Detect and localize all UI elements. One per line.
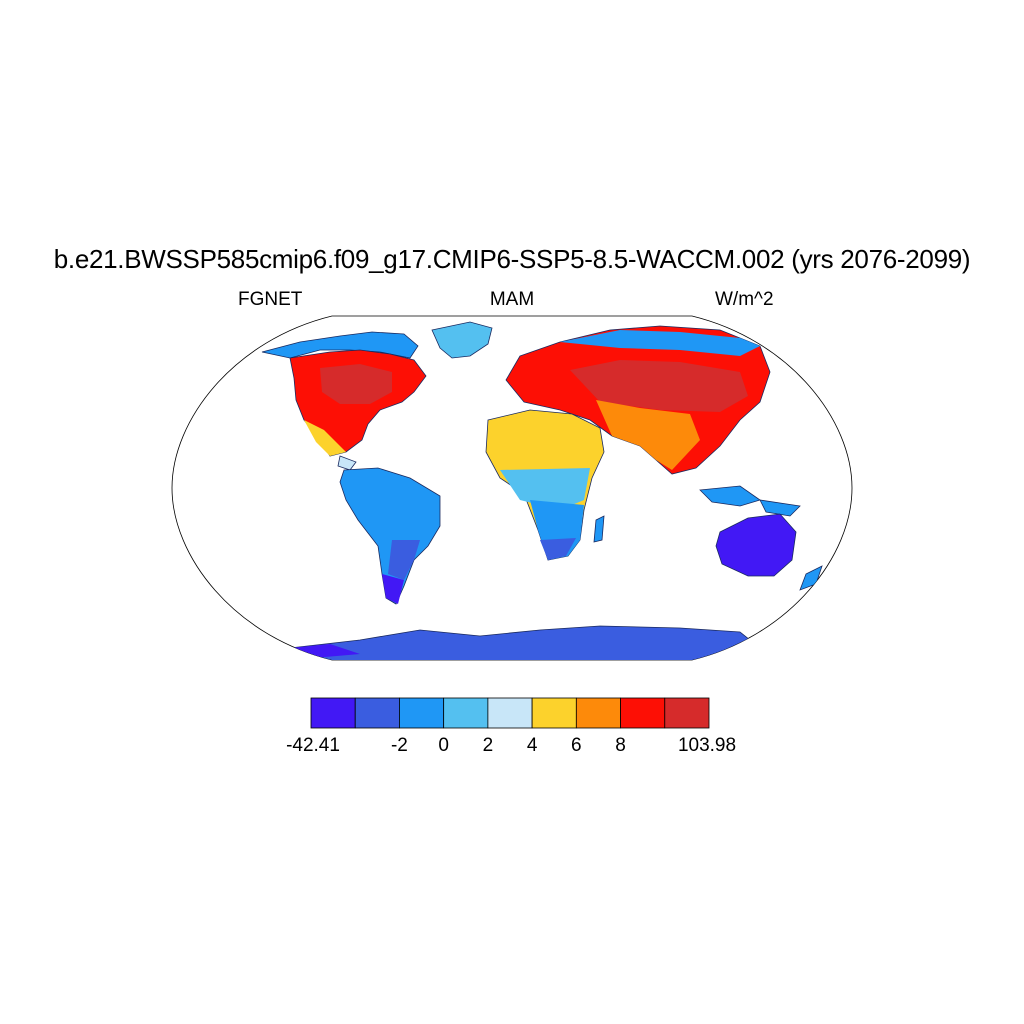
colorbar-swatch	[354, 697, 400, 729]
region-antarctica	[289, 625, 761, 660]
colorbar-swatch	[531, 697, 577, 729]
colorbar-swatch	[310, 697, 356, 729]
colorbar-tick-label: -42.41	[286, 735, 340, 756]
colorbar-tick-label: 2	[482, 735, 494, 756]
units-label: W/m^2	[715, 289, 774, 310]
colorbar-swatch	[399, 697, 445, 729]
variable-label: FGNET	[238, 289, 303, 310]
colorbar-tick-label: 103.98	[677, 735, 737, 756]
colorbar-tick-label: 4	[526, 735, 538, 756]
colorbar-swatch	[620, 697, 666, 729]
colorbar-swatch	[443, 697, 489, 729]
plot-title: b.e21.BWSSP585cmip6.f09_g17.CMIP6-SSP5-8…	[53, 244, 971, 274]
region-north-america-arctic	[261, 331, 419, 359]
region-greenland	[431, 321, 493, 359]
colorbar-swatch	[575, 697, 621, 729]
colorbar-tick-label: 0	[438, 735, 449, 756]
colorbar-tick-label: 6	[571, 735, 582, 756]
colorbar-tick-label: -2	[390, 735, 408, 756]
season-label: MAM	[489, 289, 535, 310]
colorbar-tick-label: 8	[615, 735, 626, 756]
colorbar-swatch	[664, 697, 710, 729]
colorbar-swatch	[487, 697, 533, 729]
region-australia	[715, 513, 797, 577]
